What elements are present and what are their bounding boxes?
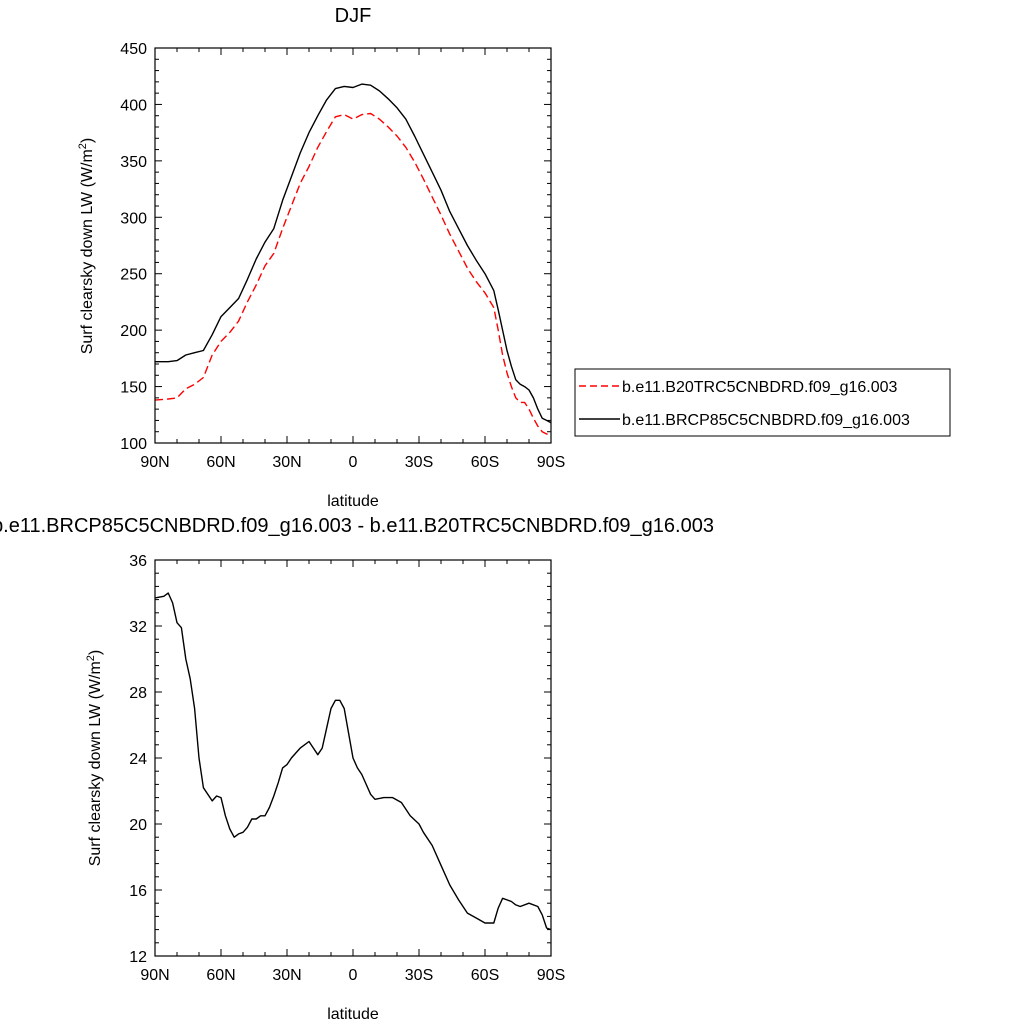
bottom-x-tick-label: 90N — [140, 967, 169, 984]
legend-entry-1: b.e11.B20TRC5CNBDRD.f09_g16.003 — [622, 379, 898, 396]
bottom-x-tick-label: 0 — [349, 967, 358, 984]
bottom-x-tick-label: 30N — [272, 967, 301, 984]
top-x-axis-label: latitude — [327, 493, 379, 510]
top-x-tick-label: 30N — [272, 454, 301, 471]
legend-box — [574, 368, 951, 437]
top-series-line-1 — [154, 112, 551, 435]
bottom-x-tick-label: 60N — [206, 967, 235, 984]
top-y-tick-label: 150 — [120, 380, 147, 397]
top-x-tick-label: 30S — [405, 454, 433, 471]
bottom-series-line-1 — [154, 592, 552, 931]
bottom-y-tick-label: 16 — [129, 883, 147, 900]
bottom-y-tick-label: 36 — [129, 553, 147, 570]
top-y-tick-label: 450 — [120, 41, 147, 58]
bottom-plot-frame — [154, 559, 552, 957]
bottom-x-tick-label: 90S — [537, 967, 565, 984]
top-panel: DJF 100 150 200 250 300 350 400 450 90N 60N 30N 0 3… — [77, 5, 951, 510]
top-x-tick-label: 90S — [537, 454, 565, 471]
top-chart-title: DJF — [335, 5, 372, 27]
top-y-tick-label: 300 — [120, 210, 147, 227]
bottom-chart-title: b.e11.BRCP85C5CNBDRD.f09_g16.003 - b.e11… — [0, 515, 714, 537]
top-x-tick-label: 90N — [140, 454, 169, 471]
top-series-line-2 — [155, 83, 552, 424]
top-y-axis-label: Surf clearsky down LW (W/m2) — [77, 138, 96, 355]
bottom-y-tick-label: 32 — [129, 619, 147, 636]
top-legend: b.e11.B20TRC5CNBDRD.f09_g16.003 b.e11.BR… — [574, 368, 951, 437]
top-y-tick-label: 200 — [120, 323, 147, 340]
bottom-y-axis-label: Surf clearsky down LW (W/m2) — [85, 650, 104, 867]
bottom-y-tick-label: 20 — [129, 817, 147, 834]
bottom-x-tick-label: 30S — [405, 967, 433, 984]
bottom-x-axis-label: latitude — [327, 1006, 379, 1023]
bottom-y-tick-label: 28 — [129, 685, 147, 702]
bottom-y-tick-label: 12 — [129, 949, 147, 966]
top-y-tick-label: 350 — [120, 154, 147, 171]
legend-entry-2: b.e11.BRCP85C5CNBDRD.f09_g16.003 — [622, 412, 910, 429]
top-x-tick-label: 60N — [206, 454, 235, 471]
bottom-y-tick-label: 24 — [129, 751, 147, 768]
top-x-tick-label: 0 — [349, 454, 358, 471]
top-y-tick-label: 250 — [120, 267, 147, 284]
top-y-tick-label: 400 — [120, 97, 147, 114]
top-plot-frame — [154, 47, 552, 444]
top-y-tick-label: 100 — [120, 436, 147, 453]
bottom-x-tick-label: 60S — [471, 967, 499, 984]
top-x-tick-label: 60S — [471, 454, 499, 471]
bottom-panel: b.e11.BRCP85C5CNBDRD.f09_g16.003 - b.e11… — [0, 515, 714, 1023]
